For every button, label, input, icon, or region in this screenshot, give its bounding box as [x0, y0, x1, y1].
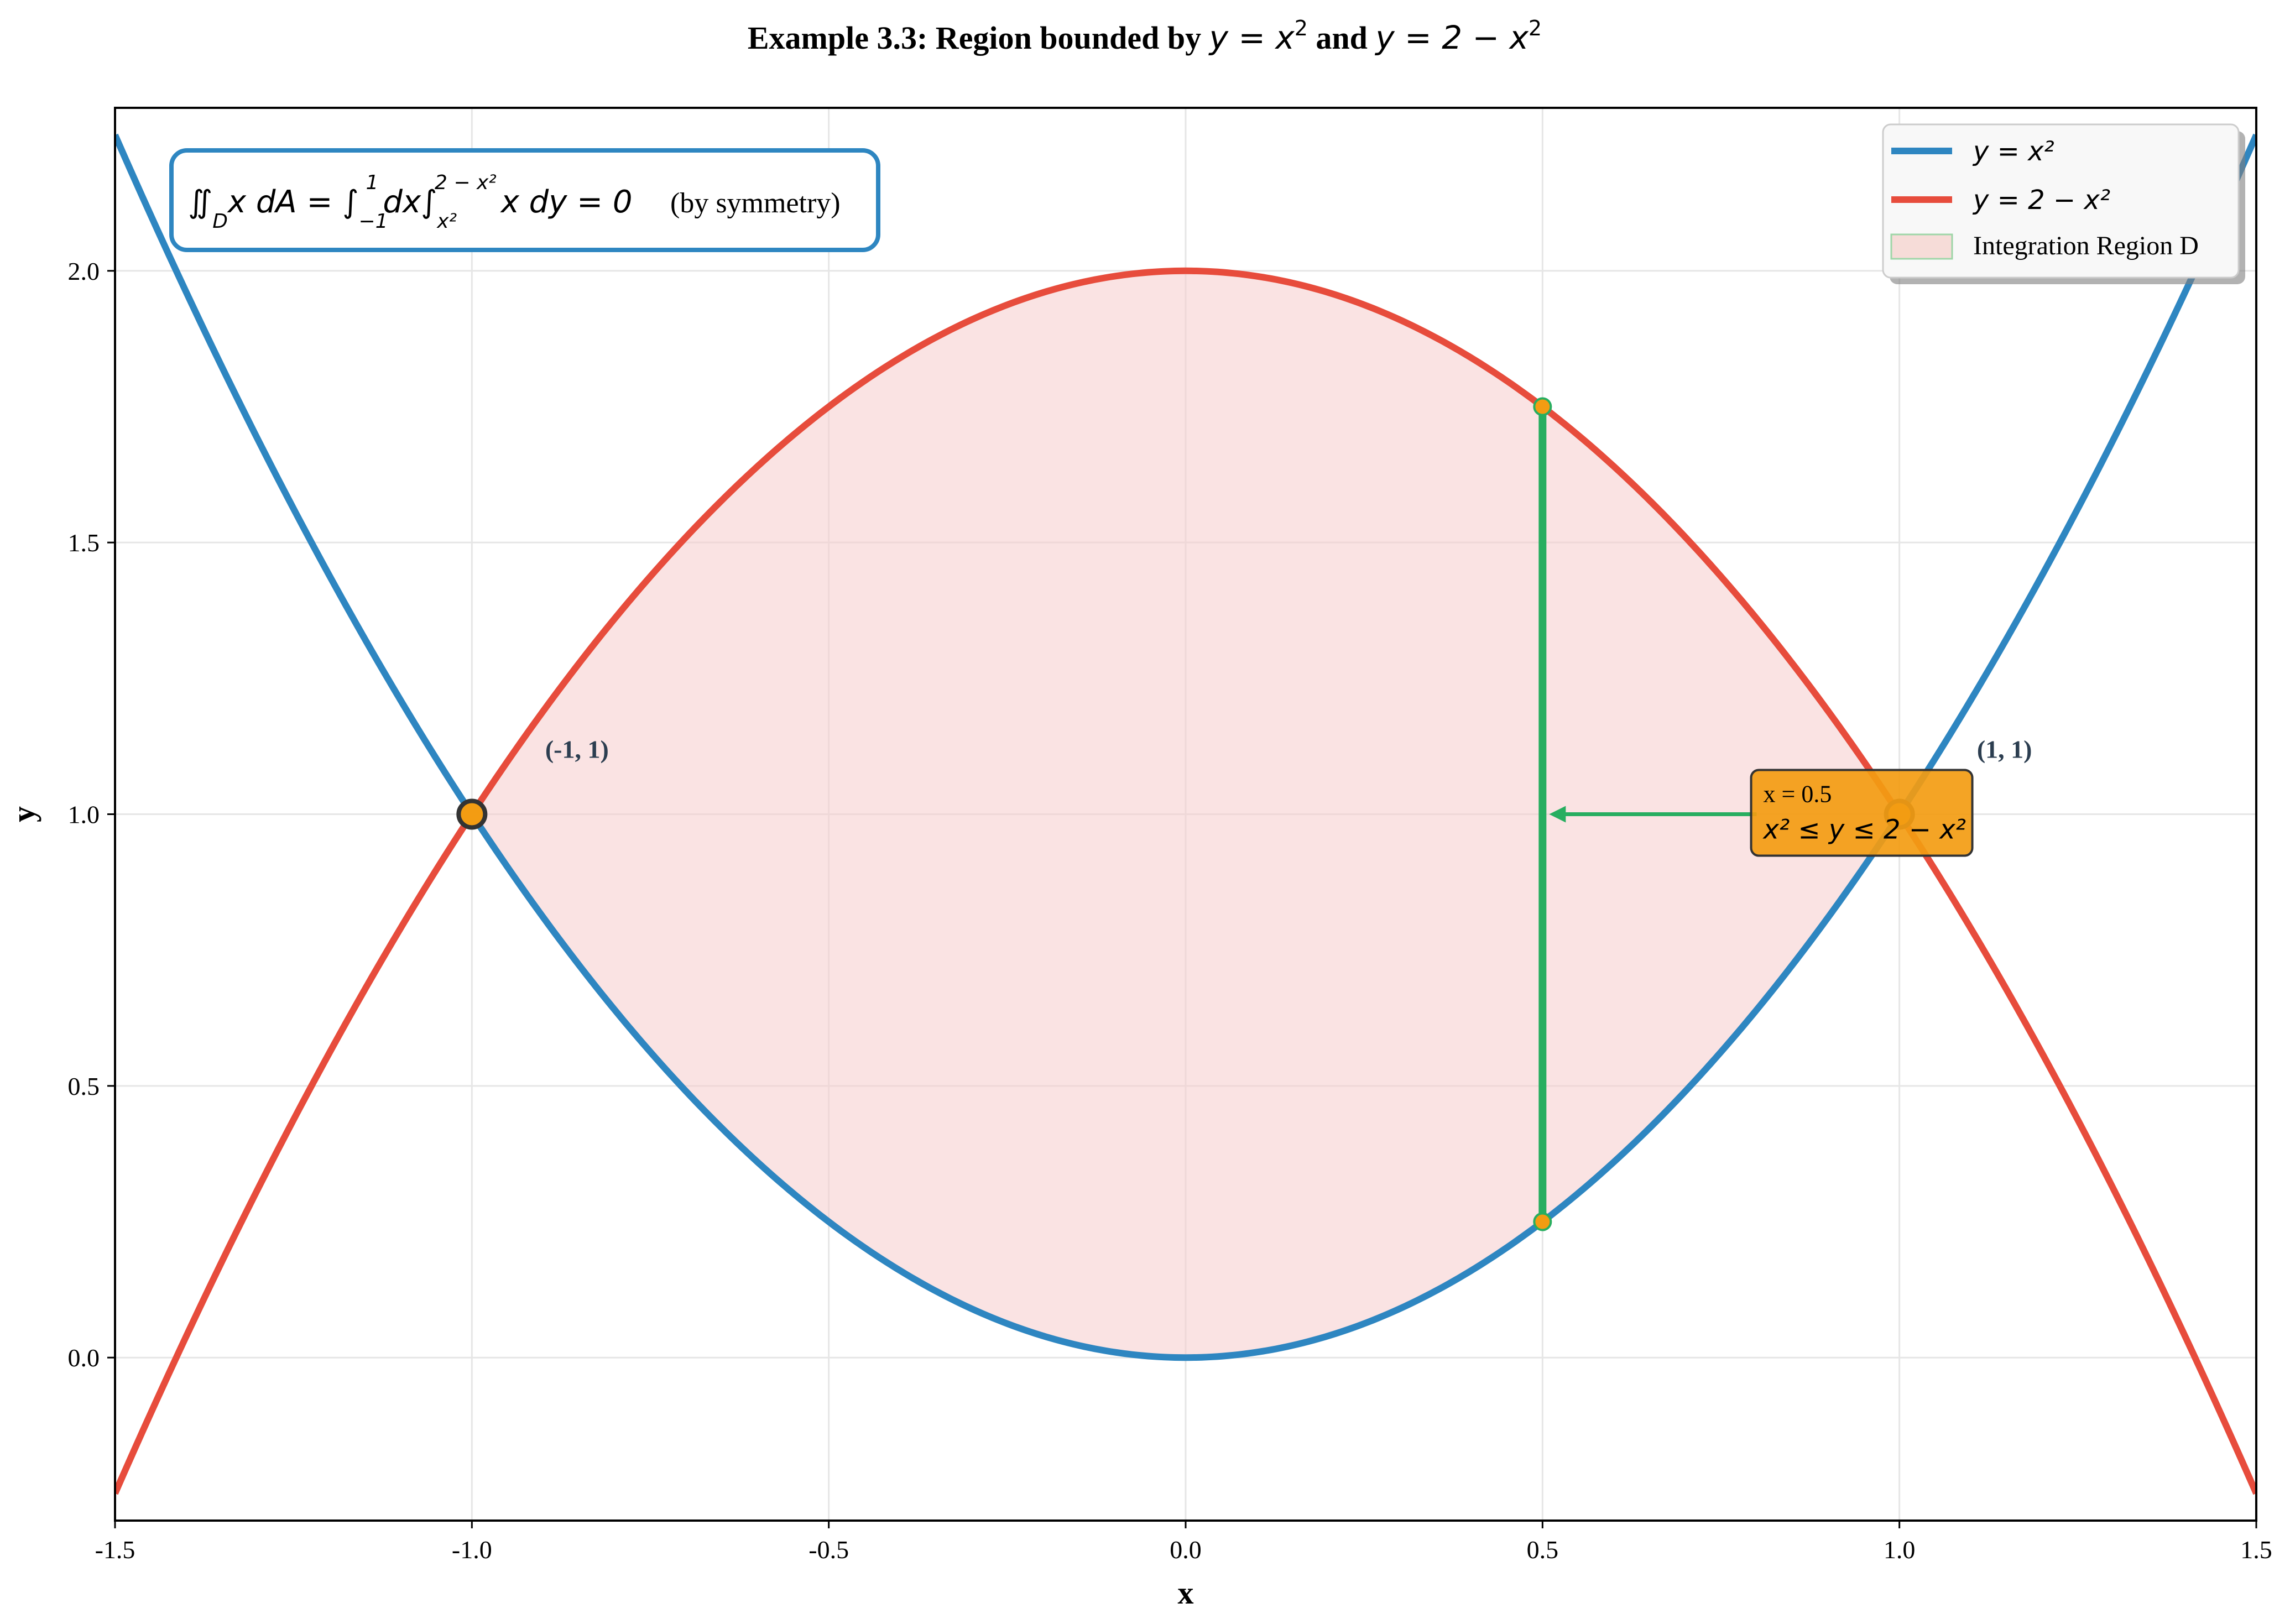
formula-note: (by symmetry): [670, 187, 841, 219]
annotation-line-2: x² ≤ y ≤ 2 − x²: [1762, 814, 1966, 845]
y-tick-label-2: 1.0: [68, 801, 100, 829]
vertical-slice: [1533, 397, 1552, 1231]
y-axis-label: y: [6, 806, 41, 822]
slice-bottom-point: [1533, 1212, 1552, 1231]
formula-upper-2: 2 − x²: [435, 171, 497, 194]
axis-ticks: -1.5 -1.0 -0.5 0.0 0.5 1.0 1.5 0.0 0.5 1.0 1.5 2.0: [68, 257, 2272, 1564]
y-tick-label-4: 2.0: [68, 257, 100, 285]
x-tick-label-0: -1.5: [95, 1536, 135, 1564]
x-tick-label-3: 0.0: [1170, 1536, 1202, 1564]
title-eq1-sup: 2: [1295, 16, 1308, 40]
x-tick-label-2: -0.5: [808, 1536, 849, 1564]
chart-title: Example 3.3: Region bounded by y = x2 an…: [748, 16, 1542, 56]
formula-d: D: [212, 210, 228, 233]
title-eq1: x: [1274, 19, 1295, 56]
formula-lower-1: −1: [358, 210, 388, 233]
legend-label-parabola-down: y = 2 − x²: [1972, 185, 2110, 216]
title-eq2: 2 − x: [1442, 19, 1529, 56]
legend-label-region: Integration Region D: [1973, 231, 2199, 260]
formula-lower-2: x²: [436, 210, 457, 233]
legend-label-parabola-up: y = x²: [1972, 136, 2054, 167]
annotation-box: [1750, 769, 1974, 857]
slice-annotation: x = 0.5 x² ≤ y ≤ 2 − x²: [1549, 769, 1974, 857]
x-axis-label: x: [1178, 1575, 1194, 1611]
x-tick-label-1: -1.0: [452, 1536, 492, 1564]
intersection-label-0: (-1, 1): [545, 735, 609, 764]
intersection-label-1: (1, 1): [1977, 735, 2032, 764]
title-eq1-var: y =: [1208, 19, 1276, 56]
annotation-line-1: x = 0.5: [1764, 781, 1832, 808]
y-tick-label-0: 0.0: [68, 1344, 100, 1372]
title-eq2-sup: 2: [1529, 16, 1542, 40]
formula-upper-1: 1: [366, 171, 379, 194]
y-tick-label-3: 1.5: [68, 529, 100, 557]
x-tick-label-5: 1.0: [1884, 1536, 1916, 1564]
formula-box: ∬Dx dA = ∫−11dx∫x²2 − x²x dy = 0 (by sym…: [169, 148, 880, 252]
x-tick-label-4: 0.5: [1527, 1536, 1559, 1564]
slice-top-point: [1533, 397, 1552, 416]
annotation-arrow-head: [1549, 806, 1566, 823]
legend-swatch-region: [1890, 233, 1953, 260]
title-mid: and: [1308, 20, 1376, 56]
title-prefix: Example 3.3: Region bounded by: [748, 20, 1209, 56]
y-tick-label-1: 0.5: [68, 1072, 100, 1100]
title-eq2-var: y =: [1374, 19, 1442, 56]
intersection-point-0: [456, 798, 488, 830]
x-tick-label-6: 1.5: [2240, 1536, 2272, 1564]
legend: y = x² y = 2 − x² Integration Region D: [1882, 123, 2245, 284]
